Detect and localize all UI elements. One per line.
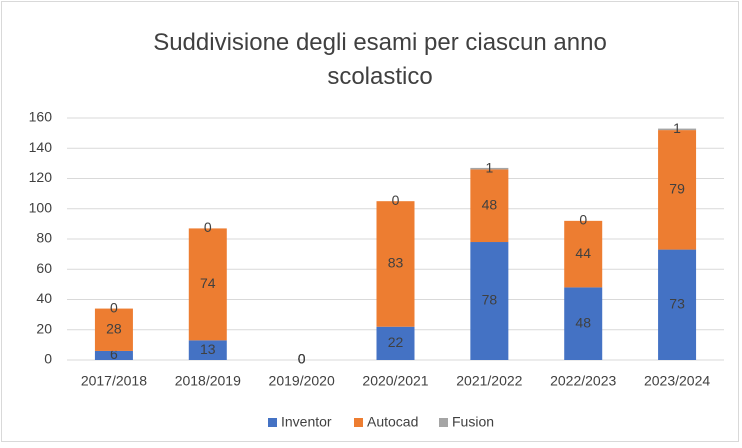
x-tick-label: 2022/2023 (550, 373, 616, 389)
y-tick-label: 40 (36, 290, 52, 306)
bar-segment (564, 287, 603, 360)
y-tick-label: 80 (36, 230, 52, 246)
chart-title: Suddivisione degli esami per ciascun ann… (153, 29, 607, 90)
legend-swatch (439, 418, 448, 427)
bar-segment (658, 128, 697, 131)
bar-segment (376, 201, 415, 327)
x-tick-label: 2018/2019 (175, 373, 241, 389)
legend-label: Fusion (452, 414, 494, 430)
data-label: 48 (575, 314, 591, 330)
bar-segment (658, 249, 697, 360)
data-label: 1 (485, 159, 493, 175)
data-label: 79 (669, 181, 685, 197)
x-tick-label: 2020/2021 (362, 373, 428, 389)
x-tick-label: 2019/2020 (269, 373, 335, 389)
data-label: 73 (669, 295, 685, 311)
y-tick-label: 20 (36, 320, 52, 336)
bar-segment (564, 220, 603, 288)
y-tick-label: 120 (29, 169, 53, 185)
bar-segment (188, 228, 227, 341)
legend-label: Autocad (367, 414, 418, 430)
data-label: 6 (110, 346, 118, 362)
data-label: 0 (204, 219, 212, 235)
data-label: 0 (298, 351, 306, 367)
data-label: 78 (482, 292, 498, 308)
y-tick-label: 100 (29, 199, 53, 215)
x-tick-label: 2017/2018 (81, 373, 147, 389)
legend-swatch (354, 418, 363, 427)
bar-segment (470, 242, 509, 360)
x-tick-label: 2023/2024 (644, 373, 710, 389)
bar-segment (188, 340, 227, 360)
bar-segment (376, 326, 415, 360)
y-tick-label: 0 (44, 351, 52, 367)
bar-segment (470, 167, 509, 170)
chart-border (1, 1, 739, 442)
data-label: 0 (110, 299, 118, 315)
legend-label: Inventor (281, 414, 332, 430)
data-label: 0 (298, 351, 306, 367)
bar-segment (470, 169, 509, 243)
bar-segment (94, 350, 133, 360)
data-label: 22 (388, 334, 404, 350)
bar-segment (658, 130, 697, 250)
data-label: 83 (388, 255, 404, 271)
data-label: 28 (106, 320, 122, 336)
data-label: 48 (482, 196, 498, 212)
data-label: 0 (579, 212, 587, 228)
data-label: 0 (298, 351, 306, 367)
data-label: 0 (392, 192, 400, 208)
x-tick-label: 2021/2022 (456, 373, 522, 389)
bar-segment (94, 308, 133, 351)
data-label: 13 (200, 341, 216, 357)
legend-swatch (268, 418, 277, 427)
y-tick-label: 140 (29, 139, 53, 155)
y-tick-label: 160 (29, 109, 53, 125)
data-label: 74 (200, 275, 216, 291)
data-label: 44 (575, 245, 591, 261)
y-tick-label: 60 (36, 260, 52, 276)
data-label: 1 (673, 120, 681, 136)
